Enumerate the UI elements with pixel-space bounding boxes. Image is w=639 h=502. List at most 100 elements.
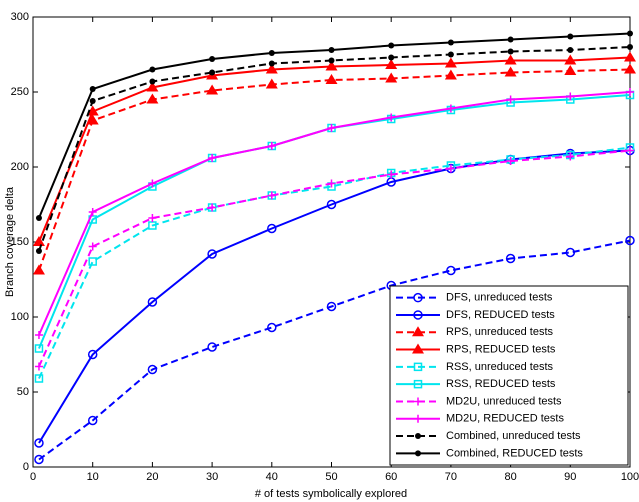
x-axis-label: # of tests symbolically explored — [255, 488, 407, 500]
legend-label: Combined, unreduced tests — [446, 430, 581, 442]
marker — [86, 105, 99, 116]
marker — [385, 59, 398, 69]
marker — [88, 208, 97, 216]
marker — [35, 248, 42, 254]
marker — [626, 146, 634, 155]
marker — [446, 104, 455, 113]
legend-label: RPS, REDUCED tests — [446, 343, 556, 355]
marker — [34, 438, 44, 448]
legend-marker — [415, 433, 421, 440]
marker — [326, 301, 337, 312]
marker — [625, 235, 635, 246]
marker — [388, 42, 395, 49]
marker — [505, 253, 516, 264]
legend-marker — [413, 292, 423, 303]
marker — [504, 66, 517, 77]
marker — [565, 247, 576, 258]
marker — [265, 78, 278, 89]
marker — [149, 78, 156, 85]
marker — [89, 98, 96, 104]
legend-marker — [413, 362, 423, 372]
marker — [34, 362, 43, 371]
marker — [88, 242, 97, 251]
marker — [444, 69, 457, 80]
legend-marker — [414, 397, 422, 406]
marker — [267, 322, 277, 333]
marker — [447, 51, 454, 58]
series-line — [38, 146, 631, 379]
x-tick-label: 20 — [146, 471, 158, 483]
series-line — [38, 56, 631, 243]
marker — [627, 30, 633, 37]
marker — [208, 203, 217, 212]
legend-marker — [412, 343, 424, 354]
marker — [627, 44, 633, 50]
marker — [148, 214, 157, 222]
marker — [87, 349, 98, 360]
marker — [267, 191, 276, 200]
marker — [566, 92, 575, 101]
series-line — [38, 239, 631, 461]
legend-label: MD2U, REDUCED tests — [446, 413, 564, 425]
marker — [564, 65, 577, 75]
marker — [327, 179, 336, 188]
x-tick-label: 60 — [385, 471, 397, 483]
marker — [504, 54, 517, 65]
marker — [208, 154, 217, 162]
legend-label: RSS, REDUCED tests — [446, 378, 556, 390]
y-tick-label: 100 — [11, 311, 29, 323]
legend-marker — [413, 379, 423, 389]
marker — [34, 454, 44, 465]
legend-label: MD2U, unreduced tests — [446, 395, 562, 407]
marker — [388, 54, 395, 61]
y-tick-label: 300 — [11, 11, 29, 23]
marker — [148, 179, 157, 188]
marker — [506, 157, 515, 165]
marker — [207, 249, 217, 259]
marker — [447, 39, 454, 46]
marker — [326, 199, 337, 210]
marker — [566, 152, 575, 161]
marker — [507, 36, 514, 43]
marker — [268, 60, 275, 67]
x-tick-label: 40 — [266, 471, 278, 483]
marker — [146, 93, 159, 104]
marker — [209, 69, 216, 76]
marker — [207, 342, 217, 352]
x-tick-label: 0 — [30, 471, 36, 483]
marker — [385, 72, 398, 83]
y-axis-label: Branch coverage delta — [4, 186, 16, 297]
y-tick-label: 150 — [11, 236, 29, 248]
y-tick-label: 0 — [23, 461, 29, 473]
x-tick-label: 90 — [564, 471, 576, 483]
marker — [267, 142, 276, 150]
marker — [146, 81, 159, 92]
y-tick-label: 200 — [11, 161, 29, 173]
marker — [327, 124, 336, 132]
marker — [34, 331, 43, 339]
x-tick-label: 70 — [445, 471, 457, 483]
marker — [89, 86, 96, 92]
marker — [35, 215, 42, 221]
marker — [87, 415, 98, 426]
marker — [507, 48, 514, 55]
marker — [32, 236, 45, 246]
marker — [446, 265, 456, 276]
legend-marker — [414, 414, 422, 423]
marker — [325, 60, 338, 71]
marker — [265, 63, 278, 74]
marker — [506, 95, 515, 104]
x-tick-label: 10 — [87, 471, 99, 483]
x-tick-label: 100 — [621, 471, 639, 483]
legend-label: DFS, REDUCED tests — [446, 309, 555, 321]
marker — [567, 33, 574, 40]
marker — [325, 74, 338, 84]
y-tick-label: 250 — [11, 86, 29, 98]
marker — [147, 297, 158, 307]
marker — [209, 56, 216, 62]
marker — [567, 47, 574, 53]
marker — [88, 257, 97, 266]
marker — [206, 84, 219, 95]
legend-marker — [415, 450, 421, 457]
